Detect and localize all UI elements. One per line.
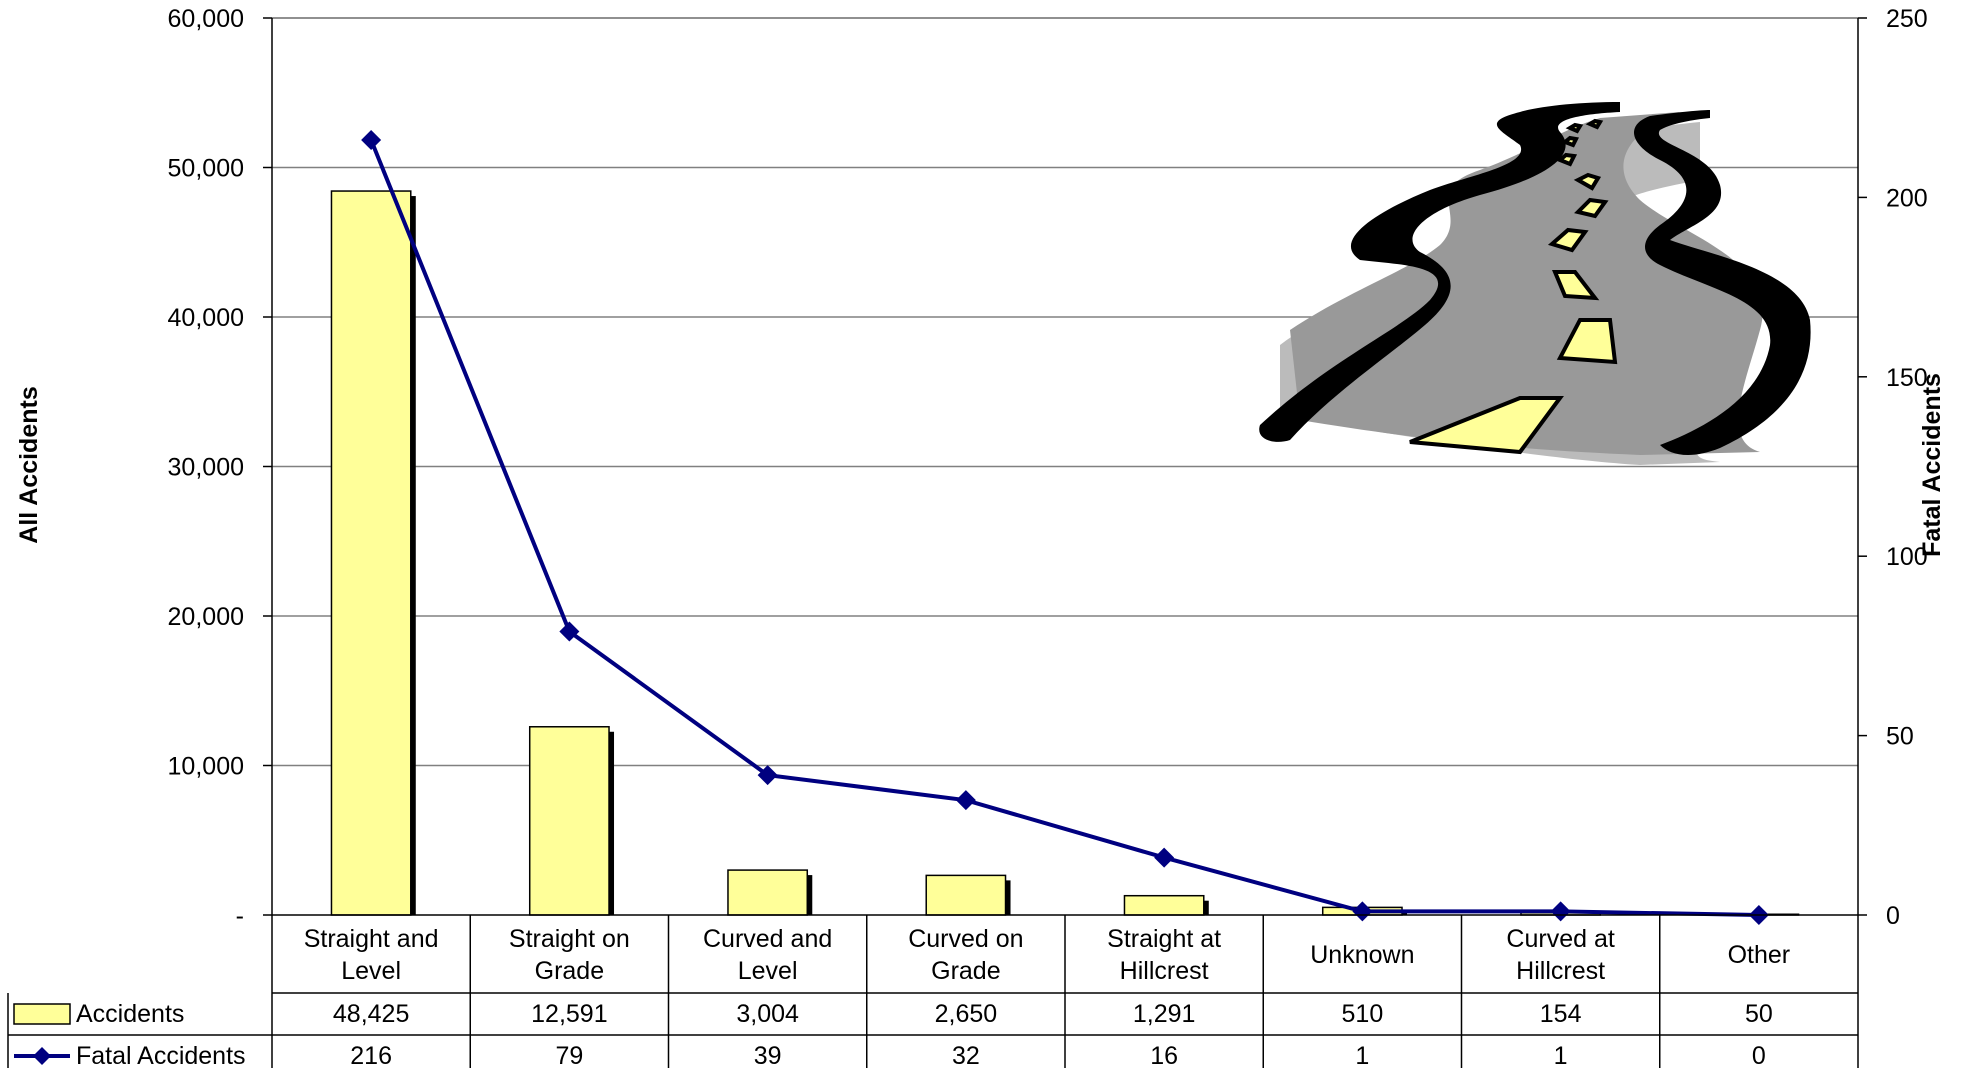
category-label: Straight and	[304, 925, 439, 953]
right-axis-tick-label: 200	[1886, 184, 1928, 212]
category-label: Straight at	[1107, 925, 1221, 953]
accidents-row-label: Accidents	[76, 1000, 184, 1028]
accidents-value: 154	[1540, 1000, 1582, 1028]
fatal-accidents-marker	[757, 765, 778, 786]
left-axis-tick-label: 10,000	[168, 753, 244, 781]
fatal-accidents-polyline	[369, 139, 1759, 917]
accidents-value: 2,650	[935, 1000, 998, 1028]
fatal-row-label: Fatal Accidents	[76, 1042, 246, 1068]
category-label: Grade	[931, 957, 1000, 985]
category-label: Hillcrest	[1516, 957, 1605, 985]
accidents-bar	[727, 869, 809, 916]
right-axis-tick-label: 100	[1886, 543, 1928, 571]
left-axis-tick-labels: - 10,000 20,000 30,000 40,000 50,000 60,000	[168, 5, 244, 930]
category-label: Straight on	[509, 925, 630, 953]
accidents-value: 50	[1745, 1000, 1773, 1028]
road-left-edge	[1259, 102, 1620, 442]
fatal-accidents-marker	[559, 621, 580, 642]
fatal-value: 1	[1554, 1042, 1568, 1068]
left-axis-tick-label: -	[236, 902, 244, 930]
accidents-bar	[528, 726, 610, 916]
fatal-legend-marker	[33, 1047, 51, 1065]
accidents-bar	[1123, 894, 1205, 916]
accidents-bar	[925, 874, 1007, 916]
category-label: Unknown	[1310, 941, 1414, 969]
fatal-value: 39	[754, 1042, 782, 1068]
category-label: Level	[341, 957, 401, 985]
fatal-value: 1	[1355, 1042, 1369, 1068]
left-axis-tick-label: 30,000	[168, 454, 244, 482]
accidents-value: 12,591	[531, 1000, 607, 1028]
axes	[263, 17, 1867, 916]
lane-markers	[1409, 118, 1618, 455]
road-illustration	[1259, 102, 1811, 465]
y-axis-title: All Accidents	[15, 386, 43, 543]
fatal-accidents-marker	[1550, 901, 1571, 922]
fatal-value: 79	[555, 1042, 583, 1068]
left-axis-tick-label: 40,000	[168, 304, 244, 332]
fatal-accidents-marker	[1154, 847, 1175, 868]
right-axis-tick-label: 150	[1886, 364, 1928, 392]
accidents-value: 48,425	[333, 1000, 409, 1028]
category-label: Hillcrest	[1120, 957, 1209, 985]
road-surface	[1290, 112, 1763, 455]
category-label: Curved and	[703, 925, 832, 953]
fatal-value: 216	[350, 1042, 392, 1068]
data-table: Straight and Level Straight on Grade Curved …	[7, 914, 1859, 1068]
fatal-accidents-marker	[955, 790, 976, 811]
right-axis-tick-label: 0	[1886, 902, 1900, 930]
category-label: Other	[1728, 941, 1791, 969]
left-axis-tick-label: 20,000	[168, 603, 244, 631]
category-label: Curved at	[1506, 925, 1614, 953]
category-label: Grade	[535, 957, 604, 985]
road-right-edge	[1633, 110, 1811, 456]
accidents-value: 510	[1342, 1000, 1384, 1028]
category-label: Level	[738, 957, 798, 985]
accidents-value: 1,291	[1133, 1000, 1196, 1028]
right-axis-tick-label: 250	[1886, 5, 1928, 33]
fatal-value: 32	[952, 1042, 980, 1068]
accidents-bar	[330, 190, 412, 916]
category-label: Curved on	[908, 925, 1023, 953]
fatal-accidents-marker	[1352, 901, 1373, 922]
y2-axis-title: Fatal Accidents	[1918, 373, 1946, 557]
right-axis-tick-labels: 0 50 100 150 200 250	[1886, 5, 1928, 930]
left-axis-tick-label: 50,000	[168, 155, 244, 183]
left-axis-tick-label: 60,000	[168, 5, 244, 33]
accidents-value: 3,004	[736, 1000, 799, 1028]
accidents-legend-key	[13, 1003, 71, 1025]
right-axis-tick-label: 50	[1886, 723, 1914, 751]
fatal-value: 0	[1752, 1042, 1766, 1068]
fatal-value: 16	[1150, 1042, 1178, 1068]
fatal-accidents-marker	[361, 129, 382, 150]
